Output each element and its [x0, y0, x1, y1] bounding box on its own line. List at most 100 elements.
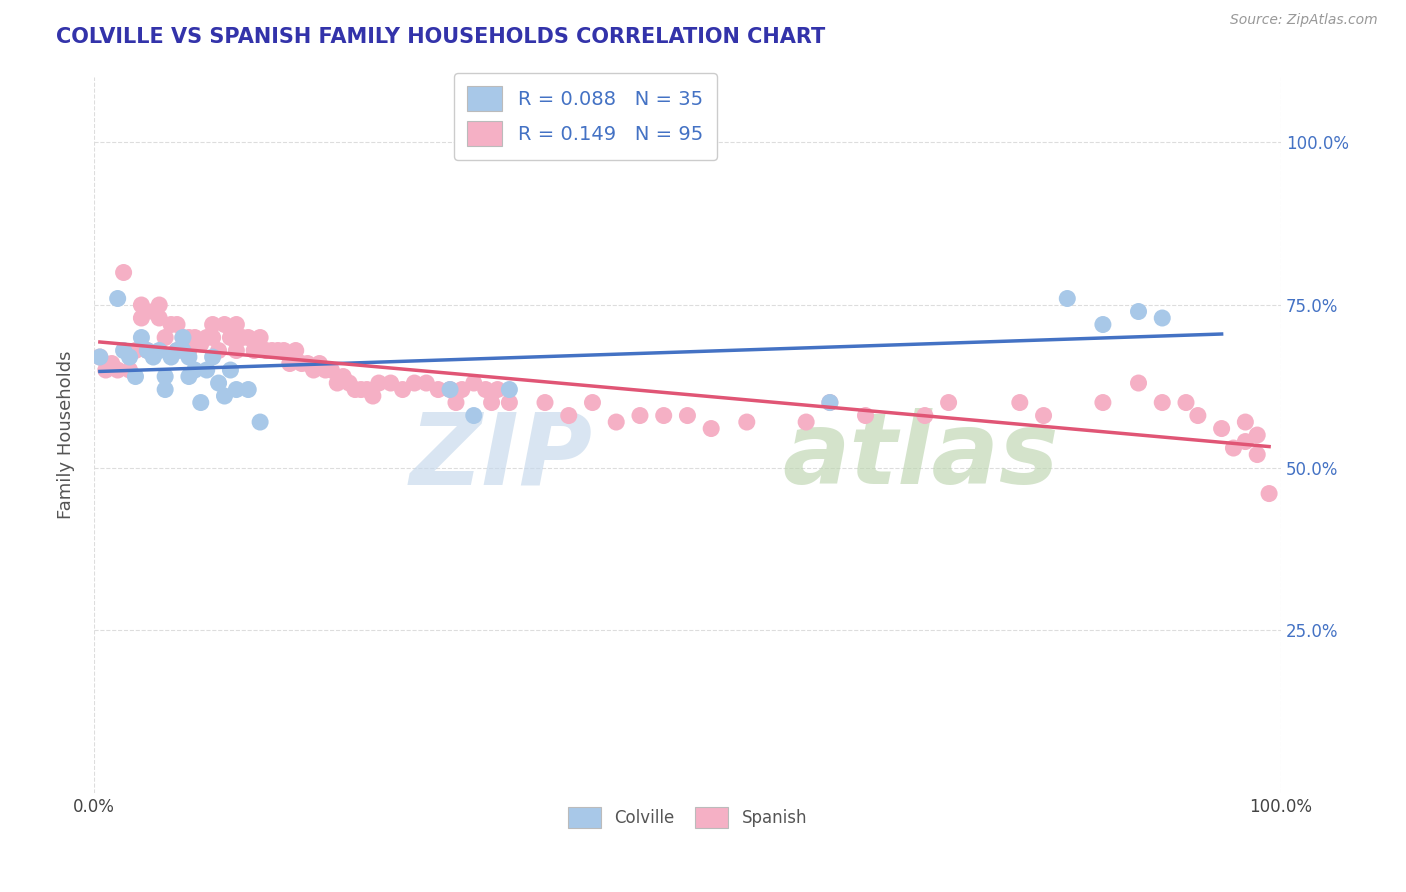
Point	[439, 383, 461, 397]
Point	[380, 376, 402, 390]
Point	[735, 415, 758, 429]
Point	[914, 409, 936, 423]
Point	[172, 343, 194, 358]
Point	[166, 318, 188, 332]
Point	[219, 363, 242, 377]
Point	[1056, 292, 1078, 306]
Point	[474, 383, 496, 397]
Point	[463, 376, 485, 390]
Point	[676, 409, 699, 423]
Point	[177, 343, 200, 358]
Point	[404, 376, 426, 390]
Point	[605, 415, 627, 429]
Point	[190, 337, 212, 351]
Point	[184, 363, 207, 377]
Point	[818, 395, 841, 409]
Point	[1152, 311, 1174, 326]
Point	[124, 369, 146, 384]
Point	[107, 363, 129, 377]
Point	[284, 343, 307, 358]
Point	[136, 343, 159, 358]
Point	[201, 330, 224, 344]
Text: atlas: atlas	[782, 408, 1059, 505]
Point	[172, 330, 194, 344]
Point	[855, 409, 877, 423]
Point	[225, 318, 247, 332]
Point	[94, 363, 117, 377]
Point	[107, 292, 129, 306]
Point	[177, 350, 200, 364]
Point	[148, 343, 170, 358]
Point	[89, 350, 111, 364]
Point	[225, 343, 247, 358]
Point	[207, 343, 229, 358]
Text: COLVILLE VS SPANISH FAMILY HOUSEHOLDS CORRELATION CHART: COLVILLE VS SPANISH FAMILY HOUSEHOLDS CO…	[56, 27, 825, 46]
Point	[498, 395, 520, 409]
Point	[131, 311, 153, 326]
Point	[238, 383, 260, 397]
Point	[166, 343, 188, 358]
Point	[534, 395, 557, 409]
Point	[153, 369, 176, 384]
Point	[1152, 395, 1174, 409]
Point	[297, 357, 319, 371]
Point	[1128, 304, 1150, 318]
Point	[444, 395, 467, 409]
Point	[201, 350, 224, 364]
Point	[818, 395, 841, 409]
Point	[350, 383, 373, 397]
Point	[166, 343, 188, 358]
Point	[177, 330, 200, 344]
Point	[558, 409, 581, 423]
Point	[278, 357, 301, 371]
Point	[231, 330, 253, 344]
Point	[273, 343, 295, 358]
Text: ZIP: ZIP	[409, 408, 592, 505]
Legend: Colville, Spanish: Colville, Spanish	[561, 801, 814, 834]
Point	[131, 330, 153, 344]
Point	[1128, 376, 1150, 390]
Point	[1211, 421, 1233, 435]
Point	[1246, 428, 1268, 442]
Point	[581, 395, 603, 409]
Point	[1234, 415, 1257, 429]
Point	[153, 383, 176, 397]
Point	[153, 330, 176, 344]
Point	[89, 350, 111, 364]
Point	[332, 369, 354, 384]
Point	[136, 343, 159, 358]
Point	[131, 298, 153, 312]
Point	[486, 383, 509, 397]
Point	[391, 383, 413, 397]
Point	[1246, 448, 1268, 462]
Point	[254, 343, 277, 358]
Point	[1175, 395, 1198, 409]
Point	[700, 421, 723, 435]
Point	[207, 376, 229, 390]
Point	[1222, 441, 1244, 455]
Point	[321, 363, 343, 377]
Point	[308, 357, 330, 371]
Point	[938, 395, 960, 409]
Point	[249, 330, 271, 344]
Point	[201, 318, 224, 332]
Point	[172, 330, 194, 344]
Point	[314, 363, 336, 377]
Point	[1091, 318, 1114, 332]
Point	[225, 383, 247, 397]
Point	[260, 343, 283, 358]
Point	[148, 298, 170, 312]
Point	[463, 409, 485, 423]
Point	[190, 395, 212, 409]
Point	[361, 389, 384, 403]
Point	[1032, 409, 1054, 423]
Point	[195, 330, 218, 344]
Point	[112, 343, 135, 358]
Point	[451, 383, 474, 397]
Point	[652, 409, 675, 423]
Point	[142, 350, 165, 364]
Point	[291, 357, 314, 371]
Point	[142, 304, 165, 318]
Point	[112, 265, 135, 279]
Point	[243, 343, 266, 358]
